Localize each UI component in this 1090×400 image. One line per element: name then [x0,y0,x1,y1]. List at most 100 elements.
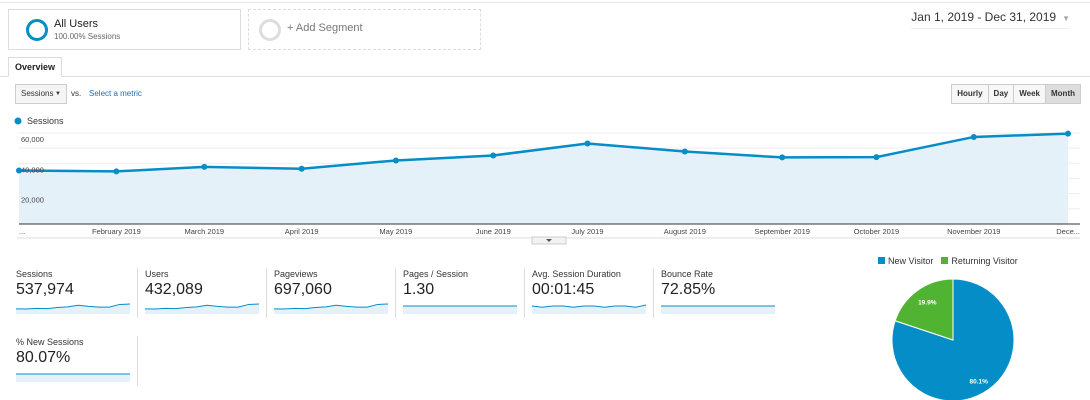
data-point-2019-08-01[interactable] [681,148,688,155]
x-tick-label: July 2019 [571,227,603,236]
kpi-avg-session-duration[interactable]: Avg. Session Duration 00:01:45 [532,269,652,314]
kpi-divider [266,268,267,318]
kpi-label: Pageviews [274,269,318,279]
segment-all-users[interactable]: All Users 100.00% Sessions [8,9,241,50]
data-point-2019-06-01[interactable] [490,152,497,159]
vs-label: vs. [71,89,82,98]
metric-dropdown-value: Sessions [21,89,54,98]
kpi-divider [137,268,138,318]
chevron-down-icon [546,239,552,242]
kpi-pageviews[interactable]: Pageviews 697,060 [274,269,394,314]
kpi-sparkline [403,305,517,314]
tab-overview[interactable]: Overview [8,57,63,77]
kpi-sparkline [16,303,131,314]
x-tick-label: August 2019 [664,227,706,236]
data-point-2019-09-01[interactable] [779,154,786,161]
kpi-label: Avg. Session Duration [532,269,621,279]
kpi-value: 537,974 [16,281,74,298]
granularity-hourly[interactable]: Hourly [952,85,988,103]
kpi--new-sessions[interactable]: % New Sessions 80.07% [16,337,136,382]
legend-swatch [878,257,885,264]
y-tick-label: 20,000 [21,196,44,205]
x-tick-label: October 2019 [854,227,899,236]
segment-subtitle: 100.00% Sessions [54,32,121,41]
tab-bar-divider [0,76,1090,77]
kpi-sparkline [16,373,130,382]
kpi-sparkline [145,303,260,314]
add-segment-button[interactable]: + Add Segment [248,9,481,50]
data-point-2019-05-01[interactable] [392,157,399,164]
granularity-month[interactable]: Month [1045,85,1080,103]
segment-title: All Users [54,18,99,30]
data-point-2019-04-01[interactable] [298,165,305,172]
data-point-2019-03-01[interactable] [201,163,208,170]
y-tick-label: 60,000 [21,135,44,144]
kpi-sparkline [532,304,647,314]
kpi-divider [395,268,396,318]
kpi-value: 432,089 [145,281,203,298]
y-tick-label: 40,000 [21,165,44,174]
legend-dot-icon [14,117,22,125]
legend-returning-visitor: Returning Visitor [941,256,1018,266]
legend-new-visitor: New Visitor [878,256,933,266]
date-range-text: Jan 1, 2019 - Dec 31, 2019 [911,10,1057,24]
x-tick-label: November 2019 [947,227,1000,236]
legend-sessions: Sessions [27,116,64,126]
x-tick-label: May 2019 [379,227,412,236]
empty-segment-circle-icon [259,19,281,41]
kpi-label: Users [145,269,169,279]
data-point-2019-07-01[interactable] [584,140,591,147]
area-fill [19,133,1068,224]
chevron-down-icon: ▼ [1062,14,1070,23]
visitor-pie-chart: 80.1% 19.9% [891,278,1015,400]
pie-slice-returning-visitor[interactable] [894,278,954,341]
chevron-down-icon: ▼ [55,91,61,97]
pie-slice-label: 80.1% [969,379,988,386]
kpi-label: Bounce Rate [661,269,714,279]
granularity-day[interactable]: Day [987,85,1014,103]
legend-label: Returning Visitor [951,256,1018,266]
kpi-sparkline [274,303,389,314]
segment-circle-icon [26,19,48,41]
kpi-divider [137,336,138,386]
kpi-value: 697,060 [274,281,332,298]
add-segment-label: + Add Segment [287,22,363,34]
metric-dropdown[interactable]: Sessions ▼ [15,84,67,104]
x-tick-label: June 2019 [476,227,511,236]
x-tick-label: February 2019 [92,227,141,236]
data-point-2019-12-01[interactable] [1065,130,1071,137]
sessions-line-chart: Sessions 20,000 40,000 60,000... February 20… [14,116,1080,245]
kpi-divider [653,268,654,318]
kpi-value: 1.30 [403,281,435,298]
legend-swatch [941,257,949,264]
select-metric-link[interactable]: Select a metric [89,89,142,98]
kpi-sparkline [661,305,775,314]
kpi-label: Pages / Session [403,269,469,279]
x-tick-label: September 2019 [754,227,809,236]
pie-legend: New Visitor Returning Visitor [878,256,1018,266]
kpi-pages-session[interactable]: Pages / Session 1.30 [403,269,523,314]
sessions-line [18,132,1069,173]
kpi-value: 00:01:45 [532,281,595,298]
top-divider [0,2,1090,3]
data-point-2019-11-01[interactable] [970,133,977,140]
kpi-sessions[interactable]: Sessions 537,974 [16,269,136,314]
x-tick-label: ... [19,227,25,236]
kpi-divider [524,268,525,318]
kpi-users[interactable]: Users 432,089 [145,269,265,314]
date-range-picker[interactable]: Jan 1, 2019 - Dec 31, 2019 ▼ [911,10,1070,29]
kpi-value: 72.85% [661,281,716,298]
data-point-2019-02-01[interactable] [113,168,120,175]
granularity-week[interactable]: Week [1013,85,1045,103]
x-tick-label: March 2019 [184,227,224,236]
x-tick-label: Dece... [1056,227,1080,236]
kpi-value: 80.07% [16,349,71,366]
kpi-bounce-rate[interactable]: Bounce Rate 72.85% [661,269,781,314]
kpi-label: % New Sessions [16,337,84,347]
legend-label: New Visitor [888,256,934,266]
x-tick-label: April 2019 [285,227,319,236]
kpi-label: Sessions [16,269,53,279]
pie-slice-label: 19.9% [918,299,937,306]
data-point-2019-10-01[interactable] [873,154,880,161]
data-point-2019-01-01[interactable] [16,167,22,174]
